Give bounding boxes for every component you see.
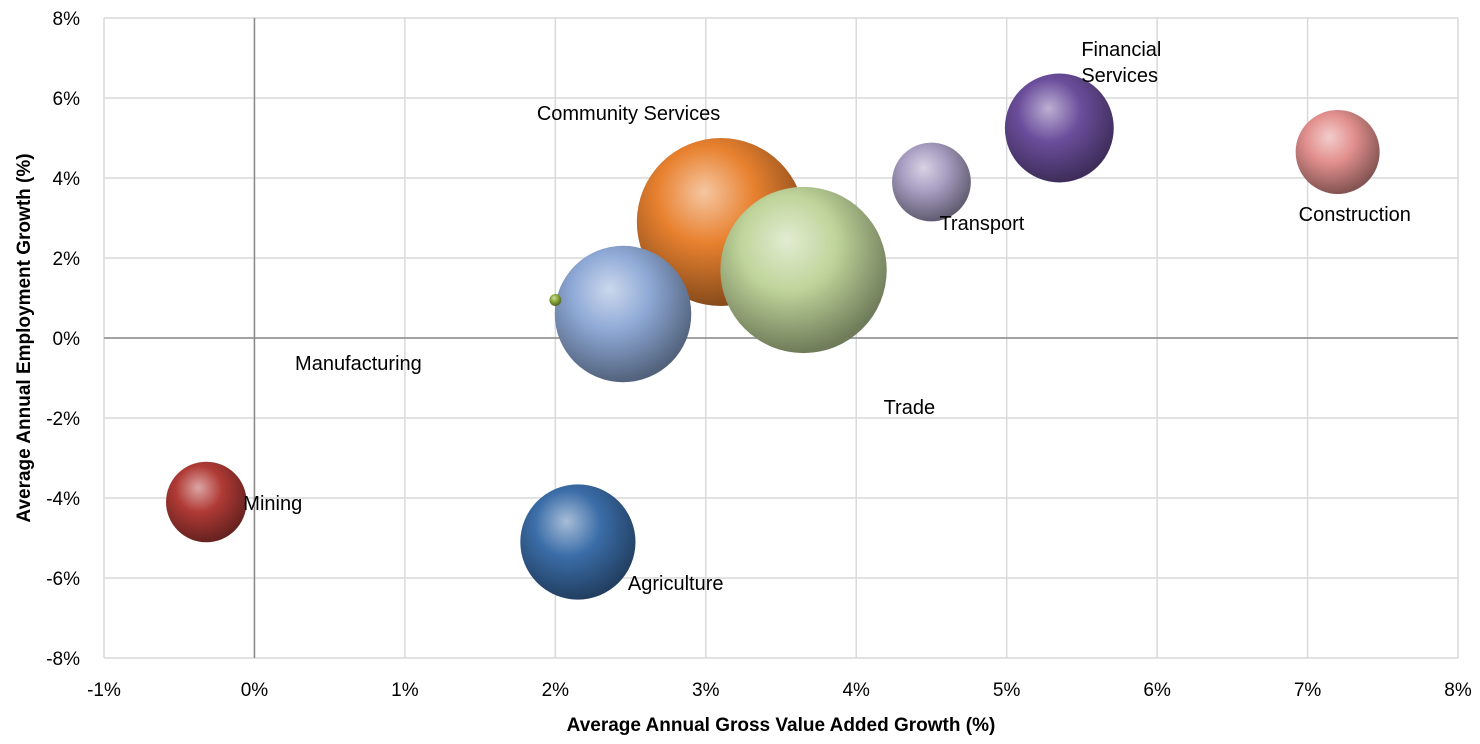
y-tick-label: 2% — [53, 249, 81, 270]
label-manufacturing: Manufacturing — [295, 353, 422, 375]
x-tick-label: 8% — [1444, 680, 1472, 701]
label-construction: Construction — [1299, 204, 1411, 226]
bubble-trade — [720, 186, 887, 354]
y-tick-label: -4% — [46, 489, 80, 510]
label-financial-services: Financial Services — [1081, 39, 1161, 87]
tick-labels: -1% 0% 1% 2% 3% 4% 5% 6% 7% 8% -8% -6% -4% -2% 0% 2% 4% 6… — [46, 9, 1472, 701]
y-tick-label: -8% — [46, 649, 80, 670]
x-tick-label: 3% — [692, 680, 720, 701]
bubble-small — [549, 294, 562, 306]
y-tick-label: 6% — [53, 89, 81, 110]
label-community-services: Community Services — [537, 103, 720, 125]
label-trade: Trade — [884, 397, 936, 419]
y-tick-label: 0% — [53, 329, 81, 350]
y-tick-label: 4% — [53, 169, 81, 190]
bubble-transport — [892, 142, 971, 222]
y-tick-label: 8% — [53, 9, 81, 30]
bubble-financial-services — [1004, 73, 1114, 183]
x-tick-label: 5% — [993, 680, 1021, 701]
x-tick-label: 2% — [542, 680, 570, 701]
label-agriculture: Agriculture — [628, 573, 724, 595]
bubbles — [166, 73, 1380, 600]
x-tick-label: 4% — [842, 680, 870, 701]
label-transport: Transport — [939, 213, 1024, 235]
x-axis-title: Average Annual Gross Value Added Growth … — [567, 715, 996, 736]
bubble-agriculture — [520, 484, 636, 600]
bubble-construction — [1295, 110, 1380, 194]
x-tick-label: 7% — [1294, 680, 1322, 701]
bubble-mining — [166, 461, 247, 543]
label-mining: Mining — [243, 493, 302, 515]
x-tick-label: 6% — [1143, 680, 1171, 701]
y-tick-label: -6% — [46, 569, 80, 590]
y-tick-label: -2% — [46, 409, 80, 430]
y-axis-title: Average Annual Employment Growth (%) — [14, 153, 35, 522]
x-tick-label: 0% — [241, 680, 269, 701]
bubble-manufacturing — [554, 245, 692, 383]
bubble-labels: Community Services Trade Manufacturing Agri… — [243, 39, 1411, 595]
x-tick-label: 1% — [391, 680, 419, 701]
x-tick-label: -1% — [87, 680, 121, 701]
